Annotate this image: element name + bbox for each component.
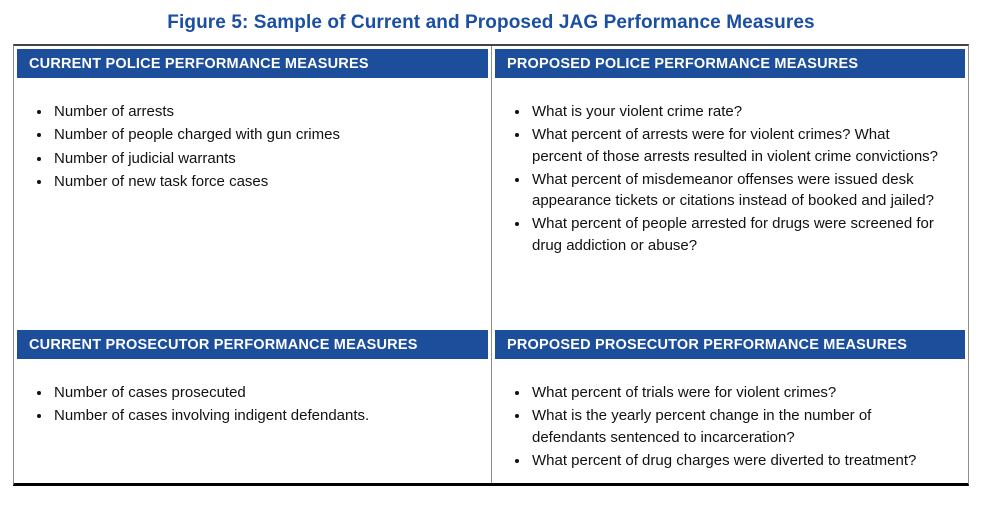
current-police-header: CURRENT POLICE PERFORMANCE MEASURES [17, 49, 488, 78]
bullet-item: What is the yearly percent change in the… [530, 405, 942, 448]
bullet-item: What percent of trials were for violent … [530, 382, 942, 403]
proposed-prosecutor-header: PROPOSED PROSECUTOR PERFORMANCE MEASURES [495, 330, 965, 359]
bullet-item: What is your violent crime rate? [530, 101, 942, 122]
bullet-item: What percent of arrests were for violent… [530, 124, 942, 167]
bullet-item: Number of judicial warrants [52, 148, 465, 169]
bullet-item: Number of arrests [52, 101, 465, 122]
current-prosecutor-measures: Number of cases prosecuted Number of cas… [14, 362, 491, 483]
proposed-police-header: PROPOSED POLICE PERFORMANCE MEASURES [495, 49, 965, 78]
proposed-police-measures: What is your violent crime rate? What pe… [491, 81, 968, 327]
figure-title: Figure 5: Sample of Current and Proposed… [167, 12, 815, 33]
bullet-item: Number of cases prosecuted [52, 382, 465, 403]
header-cell-current-police: CURRENT POLICE PERFORMANCE MEASURES [14, 46, 491, 81]
bullet-item: Number of new task force cases [52, 171, 465, 192]
current-police-measures: Number of arrests Number of people charg… [14, 81, 491, 327]
bullet-item: What percent of misdemeanor offenses wer… [530, 169, 942, 212]
header-cell-current-prosecutor: CURRENT PROSECUTOR PERFORMANCE MEASURES [14, 327, 491, 362]
bullet-item: What percent of drug charges were divert… [530, 450, 942, 471]
proposed-prosecutor-measures: What percent of trials were for violent … [491, 362, 968, 484]
current-prosecutor-header: CURRENT PROSECUTOR PERFORMANCE MEASURES [17, 330, 488, 359]
current-prosecutor-list: Number of cases prosecuted Number of cas… [36, 382, 465, 427]
proposed-prosecutor-list: What percent of trials were for violent … [514, 382, 942, 471]
bullet-item: Number of cases involving indigent defen… [52, 405, 465, 426]
proposed-police-list: What is your violent crime rate? What pe… [514, 101, 942, 256]
header-cell-proposed-prosecutor: PROPOSED PROSECUTOR PERFORMANCE MEASURES [491, 327, 968, 362]
current-police-list: Number of arrests Number of people charg… [36, 101, 465, 192]
header-cell-proposed-police: PROPOSED POLICE PERFORMANCE MEASURES [491, 46, 968, 81]
measures-table: CURRENT POLICE PERFORMANCE MEASURES PROP… [13, 44, 969, 487]
bullet-item: What percent of people arrested for drug… [530, 213, 942, 256]
bullet-item: Number of people charged with gun crimes [52, 124, 465, 145]
